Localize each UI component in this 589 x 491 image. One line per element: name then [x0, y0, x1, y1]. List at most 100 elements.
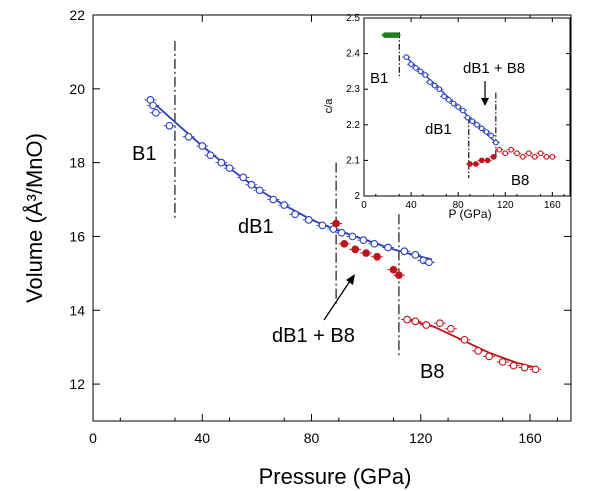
x-tick-label: 0	[361, 200, 367, 211]
data-point	[348, 232, 357, 241]
data-point	[484, 157, 491, 164]
x-tick-label: 160	[544, 200, 561, 211]
data-point	[247, 180, 256, 189]
data-point	[445, 97, 452, 103]
y-tick-label: 14	[69, 302, 85, 318]
data-point	[269, 195, 278, 204]
data-point	[455, 104, 462, 110]
inset-points	[381, 32, 557, 167]
main-y-axis-label: Volume (Å³/MnO)	[22, 133, 47, 303]
data-point	[291, 210, 299, 219]
data-point	[425, 258, 433, 267]
inset-y-axis-label: c/a	[323, 98, 335, 114]
data-point	[403, 54, 410, 61]
data-point	[337, 228, 346, 237]
data-point	[304, 215, 313, 224]
data-point	[394, 32, 400, 38]
y-tick-label: 18	[69, 155, 85, 171]
main-points	[144, 96, 542, 374]
data-point	[531, 153, 538, 160]
data-point	[427, 79, 433, 85]
y-tick-label: 22	[69, 7, 85, 23]
data-point	[151, 108, 160, 117]
data-point	[217, 158, 226, 167]
data-point	[472, 161, 479, 167]
data-point	[474, 121, 480, 128]
y-tick-label: 20	[69, 81, 85, 97]
inset-ticks	[363, 17, 570, 197]
y-tick-label: 16	[69, 228, 85, 244]
data-point	[255, 186, 264, 195]
data-point	[318, 221, 327, 230]
inset-phase-boundaries	[398, 32, 497, 179]
y-tick-label: 12	[69, 376, 85, 392]
data-point	[395, 271, 403, 280]
x-tick-label: 160	[518, 430, 542, 446]
annotation-arrowhead	[346, 274, 355, 285]
data-point	[184, 132, 193, 141]
inset-plot-frame	[363, 17, 571, 197]
data-point	[520, 363, 529, 372]
data-point	[206, 151, 215, 160]
data-point	[490, 153, 497, 160]
data-point	[498, 358, 507, 366]
data-point	[370, 239, 379, 248]
main-chart: 0 40 80 120 160 12 14 16 18 20 22 Pressure (GPa) V…	[22, 7, 572, 489]
data-point	[485, 352, 493, 361]
data-point	[450, 100, 457, 107]
x-tick-label: 120	[497, 200, 514, 211]
annotation-arrow-line	[323, 277, 353, 321]
data-point	[531, 365, 540, 374]
annotation-b8: B8	[420, 361, 444, 383]
data-point	[467, 161, 473, 167]
data-point	[239, 173, 248, 182]
x-tick-label: 80	[453, 200, 465, 211]
data-point	[478, 125, 485, 132]
x-tick-label: 40	[194, 430, 210, 446]
data-point	[514, 150, 520, 157]
data-point	[537, 150, 544, 157]
data-point	[408, 61, 414, 68]
data-point	[403, 315, 411, 324]
inset-tick-labels: 0 40 80 120 160 2 2.1 2.2 2.3 2.4 2.5	[346, 13, 561, 211]
data-point	[431, 82, 438, 89]
data-point	[198, 142, 207, 150]
data-point	[362, 249, 370, 257]
y-tick-label: 2.4	[346, 49, 360, 60]
data-point	[474, 347, 482, 355]
data-point	[165, 121, 174, 130]
data-point	[478, 157, 485, 164]
x-tick-label: 40	[406, 200, 418, 211]
data-point	[483, 129, 490, 135]
y-tick-label: 2.1	[346, 155, 360, 166]
data-point	[525, 150, 532, 157]
data-point	[417, 68, 424, 75]
inset-annotation-arrowhead	[481, 98, 489, 106]
data-point	[340, 239, 349, 248]
data-point	[508, 146, 514, 153]
data-point	[446, 324, 455, 333]
data-point	[411, 251, 420, 259]
y-tick-label: 2.5	[346, 13, 360, 24]
data-point	[384, 243, 392, 252]
data-point	[351, 245, 360, 254]
data-point	[496, 146, 503, 153]
data-point	[469, 118, 476, 125]
data-point	[502, 150, 509, 157]
inset-annotation-b1: B1	[370, 70, 388, 87]
data-point	[464, 114, 471, 121]
data-point	[488, 132, 494, 139]
main-tick-labels: 0 40 80 120 160 12 14 16 18 20 22	[69, 7, 541, 446]
main-x-axis-label: Pressure (GPa)	[259, 464, 412, 489]
data-point	[400, 247, 409, 256]
data-point	[436, 319, 444, 328]
data-point	[436, 86, 443, 93]
data-point	[389, 265, 398, 274]
data-point	[509, 361, 518, 370]
y-tick-label: 2.3	[346, 84, 360, 95]
data-point	[412, 64, 419, 71]
inset-annotation-db1-b8: dB1 + B8	[463, 60, 525, 77]
data-point	[149, 101, 157, 110]
